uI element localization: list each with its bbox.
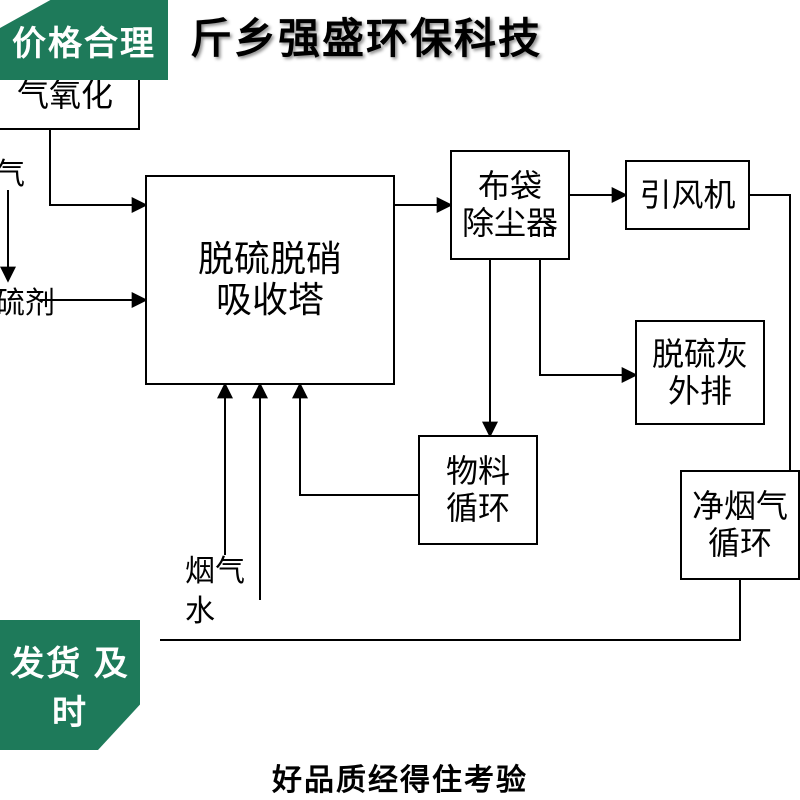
node-clean-gas-loop: 净烟气 循环: [680, 470, 800, 580]
label-gas: 气: [0, 158, 25, 191]
node-absorber: 脱硫脱硝 吸收塔: [145, 175, 395, 385]
label-flue-gas: 烟气: [185, 555, 245, 588]
node-baghouse: 布袋 除尘器: [450, 150, 570, 260]
node-material-recycle: 物料 循环: [418, 435, 538, 545]
footer-slogan: 好品质经得住考验: [0, 755, 800, 800]
page-title: 斤乡强盛环保科技: [190, 5, 542, 66]
node-fan: 引风机: [625, 160, 750, 230]
label-sulfur: 硫剂: [0, 287, 55, 320]
node-ash-discharge: 脱硫灰 外排: [635, 320, 765, 425]
diagram-canvas: 斤乡强盛环保科技 气氧化 脱硫脱硝 吸收塔 布袋 除尘器 引风机 脱硫灰 外排 …: [0, 0, 800, 800]
label-water: 水: [185, 595, 215, 628]
